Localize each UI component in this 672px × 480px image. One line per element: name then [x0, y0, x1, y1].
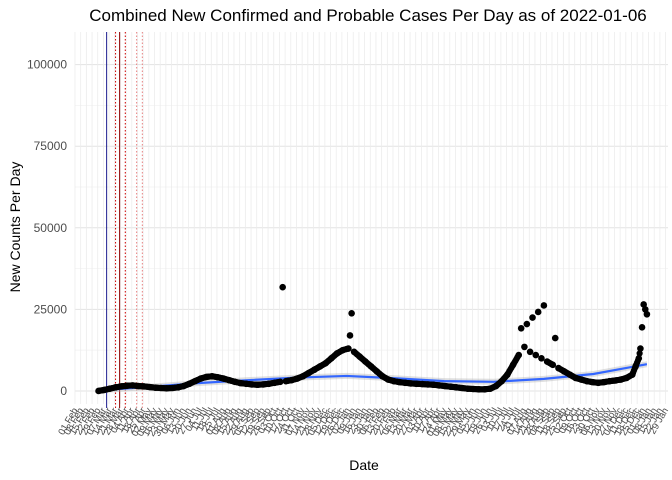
data-point: [346, 332, 354, 339]
data-point: [532, 351, 540, 359]
y-tick-label: 50000: [34, 221, 68, 235]
data-point: [529, 314, 536, 321]
data-point: [636, 350, 643, 357]
chart-title: Combined New Confirmed and Probable Case…: [89, 6, 647, 25]
y-tick-label: 75000: [34, 139, 68, 153]
data-point: [526, 348, 534, 356]
data-point: [534, 308, 542, 316]
y-tick-label: 100000: [27, 58, 67, 72]
data-point: [523, 320, 531, 328]
y-axis-title: New Counts Per Day: [7, 162, 23, 293]
data-point: [276, 378, 283, 386]
y-axis-ticks: 0 25000 50000 75000 100000: [27, 58, 67, 398]
data-point: [514, 353, 522, 360]
data-point: [634, 357, 642, 364]
data-point: [540, 302, 548, 309]
event-lines: [106, 32, 143, 408]
data-point: [538, 355, 545, 362]
grid: [74, 32, 668, 404]
data-point: [548, 361, 556, 368]
data-point: [517, 324, 525, 332]
data-point: [637, 345, 644, 352]
y-tick-label: 0: [60, 384, 67, 398]
data-point: [348, 309, 355, 317]
y-tick-label: 25000: [34, 302, 68, 316]
data-point: [638, 324, 646, 331]
data-point: [551, 334, 559, 342]
data-point: [344, 345, 351, 352]
x-axis-title: Date: [349, 457, 379, 473]
data-point: [521, 343, 528, 351]
data-point: [643, 310, 651, 318]
data-points: [95, 283, 651, 395]
data-point: [279, 283, 286, 291]
